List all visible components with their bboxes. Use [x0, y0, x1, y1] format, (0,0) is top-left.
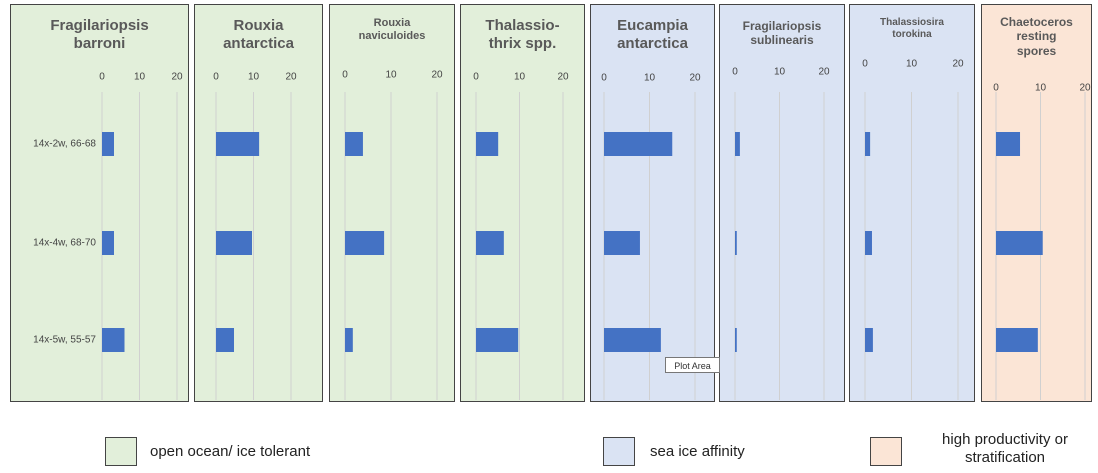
x-tick-label: 0 [993, 83, 999, 94]
tooltip: Plot Area [665, 357, 720, 373]
panel-title: Chaetoceros resting spores [1000, 15, 1073, 58]
bar [604, 132, 673, 156]
bar [345, 132, 363, 156]
x-tick-label: 20 [1079, 83, 1091, 94]
bar [865, 328, 873, 352]
panel-title: Thalassio- thrix spp. [485, 17, 560, 52]
bar [476, 132, 499, 156]
x-tick-label: 10 [906, 59, 918, 70]
panel: Fragilariopsis barroni [10, 4, 189, 402]
x-tick-label: 10 [385, 70, 397, 81]
panel-title: Rouxia naviculoides [358, 17, 426, 43]
bar [216, 231, 252, 255]
legend-label: sea ice affinity [650, 443, 745, 460]
legend-label: high productivity or stratification [942, 431, 1068, 466]
legend-swatch [603, 437, 635, 466]
bar [604, 231, 640, 255]
bar [102, 132, 114, 156]
x-tick-label: 10 [644, 73, 656, 84]
bar [345, 328, 353, 352]
bar [735, 132, 740, 156]
x-tick-label: 0 [99, 72, 105, 83]
x-tick-label: 20 [818, 67, 830, 78]
y-tick-label: 14x-2w, 66-68 [33, 139, 96, 150]
legend-swatch [870, 437, 902, 466]
x-tick-label: 10 [248, 72, 260, 83]
panel-title: Fragilariopsis sublinearis [742, 19, 822, 48]
bar [996, 132, 1021, 156]
x-tick-label: 20 [557, 72, 569, 83]
panel-title: Fragilariopsis barroni [50, 17, 149, 52]
bar [865, 231, 872, 255]
x-tick-label: 0 [732, 67, 738, 78]
panel-title: Rouxia antarctica [223, 17, 294, 52]
legend-swatch [105, 437, 137, 466]
bar [865, 132, 871, 156]
x-tick-label: 20 [285, 72, 297, 83]
x-tick-label: 20 [171, 72, 183, 83]
x-tick-label: 0 [213, 72, 219, 83]
x-tick-label: 10 [1035, 83, 1047, 94]
bar [102, 231, 114, 255]
x-tick-label: 10 [514, 72, 526, 83]
x-tick-label: 20 [952, 59, 964, 70]
x-tick-label: 10 [774, 67, 786, 78]
bar [345, 231, 385, 255]
panel-title: Thalassiosira torokina [880, 17, 944, 40]
bar [102, 328, 125, 352]
bar [476, 231, 504, 255]
bar [476, 328, 519, 352]
x-tick-label: 10 [134, 72, 146, 83]
x-tick-label: 20 [431, 70, 443, 81]
x-tick-label: 20 [689, 73, 701, 84]
y-tick-label: 14x-4w, 68-70 [33, 238, 96, 249]
bar [996, 231, 1043, 255]
bar [996, 328, 1038, 352]
legend-label: open ocean/ ice tolerant [150, 443, 311, 460]
bar [735, 328, 737, 352]
y-tick-label: 14x-5w, 55-57 [33, 335, 96, 346]
x-tick-label: 0 [342, 70, 348, 81]
bar [216, 132, 260, 156]
x-tick-label: 0 [601, 73, 607, 84]
bar [735, 231, 737, 255]
panel-title: Eucampia antarctica [617, 17, 688, 52]
bar [604, 328, 661, 352]
x-tick-label: 0 [862, 59, 868, 70]
bar [216, 328, 234, 352]
x-tick-label: 0 [473, 72, 479, 83]
